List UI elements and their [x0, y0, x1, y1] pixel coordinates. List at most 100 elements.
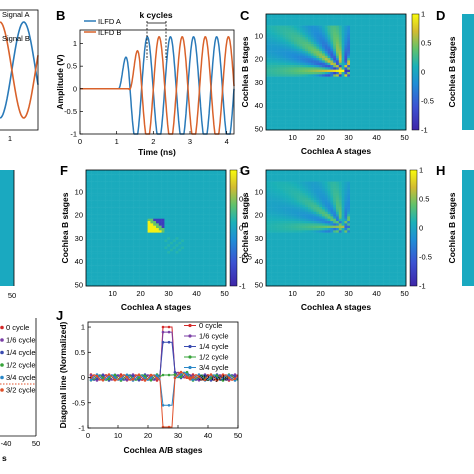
f-cell — [125, 244, 129, 247]
f-cell — [178, 279, 182, 282]
c-cell — [350, 67, 354, 70]
f-cell — [88, 228, 92, 231]
c-cell — [361, 62, 365, 66]
f-cell — [119, 214, 123, 217]
f-cell — [97, 230, 101, 233]
f-cell — [181, 258, 185, 261]
c-cell — [319, 69, 323, 73]
f-cell — [122, 234, 126, 238]
c-cell — [364, 14, 368, 17]
f-cell — [105, 274, 109, 277]
c-cell — [324, 18, 328, 22]
c-cell — [400, 44, 404, 47]
c-cell — [364, 90, 368, 94]
c-cell — [392, 83, 396, 87]
c-cell — [397, 127, 401, 131]
f-cell — [192, 260, 196, 264]
c-cell — [361, 60, 365, 63]
c-cell — [299, 69, 303, 73]
c-cell — [277, 116, 281, 119]
c-cell — [302, 74, 306, 77]
f-cell — [150, 262, 154, 266]
c-cell — [378, 34, 382, 38]
f-cell — [161, 195, 165, 199]
f-cell — [142, 197, 146, 201]
c-cell — [324, 65, 328, 68]
c-cell — [316, 51, 320, 54]
c-cell — [268, 90, 272, 94]
f-cell — [172, 279, 176, 282]
c-cell — [380, 69, 384, 73]
f-cell — [139, 244, 143, 247]
f-cell — [189, 186, 193, 189]
c-cell — [378, 53, 382, 57]
f-cell — [200, 170, 204, 173]
f-cell — [212, 228, 216, 231]
c-cell — [389, 116, 393, 119]
c-cell — [403, 62, 407, 66]
f-cell — [214, 276, 218, 280]
f-cell — [170, 193, 174, 196]
c-cell — [338, 62, 342, 66]
c-cell — [341, 120, 345, 124]
f-cell — [130, 211, 134, 215]
f-cell — [172, 225, 176, 229]
f-cell — [136, 170, 140, 173]
f-cell — [184, 230, 188, 233]
f-cell — [184, 174, 188, 178]
f-cell — [91, 181, 95, 185]
c-cell — [389, 85, 393, 89]
f-cell — [200, 225, 204, 229]
c-cell — [380, 99, 384, 103]
f-cell — [91, 223, 95, 226]
f-cell — [102, 223, 106, 226]
c-cell — [310, 99, 314, 103]
f-cell — [150, 209, 154, 213]
c-cell — [392, 125, 396, 128]
f-cell — [153, 181, 157, 185]
c-cell — [282, 92, 286, 96]
c-cell — [310, 18, 314, 22]
c-cell — [308, 76, 312, 80]
c-cell — [268, 104, 272, 108]
f-cell — [105, 246, 109, 250]
c-cell — [378, 127, 382, 131]
f-cell — [144, 279, 148, 282]
f-cell — [142, 204, 146, 208]
c-cell — [282, 18, 286, 22]
c-cell — [364, 65, 368, 68]
f-cell — [150, 193, 154, 196]
c-cell — [324, 127, 328, 131]
f-cell — [209, 246, 213, 250]
f-cell — [88, 279, 92, 282]
f-cell — [186, 186, 190, 189]
c-cell — [347, 37, 351, 40]
c-cell — [322, 55, 326, 59]
c-cell — [386, 106, 390, 110]
c-cell — [294, 81, 298, 84]
f-cell — [130, 228, 134, 231]
f-cell — [167, 234, 171, 238]
f-cell — [175, 211, 179, 215]
c-cell — [394, 62, 398, 66]
f-cell — [223, 262, 227, 266]
f-cell — [125, 234, 129, 238]
f-cell — [150, 225, 154, 229]
c-cell — [324, 55, 328, 59]
f-cell — [97, 255, 101, 259]
c-cell — [394, 69, 398, 73]
c-cell — [324, 109, 328, 112]
c-cell — [358, 32, 362, 36]
f-cell — [189, 265, 193, 268]
c-cell — [308, 67, 312, 70]
f-cell — [136, 228, 140, 231]
f-cell — [186, 260, 190, 264]
c-cell — [266, 83, 270, 87]
c-cell — [389, 18, 393, 22]
f-cell — [189, 218, 193, 222]
f-cell — [125, 216, 129, 219]
c-cell — [280, 44, 284, 47]
f-cell — [116, 195, 120, 199]
c-cell — [330, 104, 334, 108]
panel-a-legend-signal-a: Signal A — [2, 10, 30, 19]
